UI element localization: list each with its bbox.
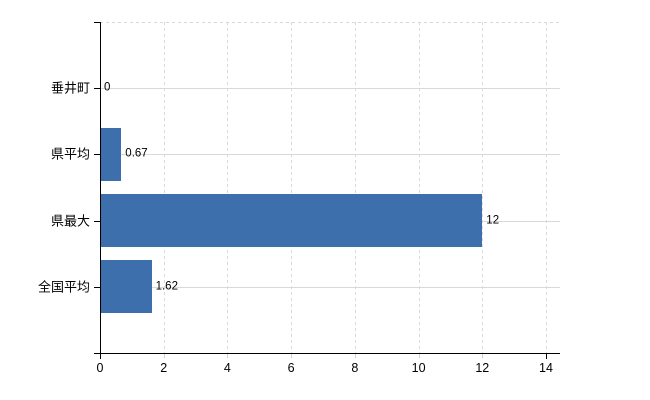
x-tick-label: 6	[287, 361, 295, 375]
gridline-horizontal	[100, 286, 560, 288]
x-axis-minor-tick	[291, 354, 293, 358]
y-axis-line	[100, 22, 101, 359]
category-label: 県平均	[50, 146, 90, 162]
bar-value-label: 1.62	[155, 280, 178, 293]
bar-value-label: 0	[104, 81, 111, 94]
category-label: 全国平均	[37, 279, 90, 295]
gridline-vertical	[291, 22, 293, 353]
x-tick-label: 2	[160, 361, 168, 375]
gridline-vertical	[227, 22, 229, 353]
category-label: 垂井町	[50, 80, 90, 96]
gridline-vertical	[482, 22, 484, 353]
category-label: 県最大	[50, 213, 90, 229]
x-axis-line	[94, 353, 560, 354]
x-tick-label: 8	[351, 361, 359, 375]
bar	[100, 260, 152, 314]
x-axis-minor-tick	[227, 354, 229, 358]
x-axis-minor-tick	[354, 354, 356, 358]
bar	[100, 194, 483, 248]
x-tick-label: 14	[539, 361, 553, 375]
gridline-vertical	[354, 22, 356, 353]
x-axis-minor-tick	[418, 354, 420, 358]
gridline-vertical	[418, 22, 420, 353]
gridline-vertical	[546, 22, 547, 353]
x-axis-minor-tick	[163, 354, 165, 358]
gridline-vertical	[163, 22, 165, 353]
bar-value-label: 12	[486, 213, 500, 226]
gridline-horizontal	[100, 88, 560, 90]
bar-value-label: 0.67	[125, 147, 148, 160]
bar	[100, 127, 122, 181]
plot-top-border	[100, 22, 560, 23]
x-tick-label: 12	[475, 361, 490, 375]
y-axis-tick	[94, 286, 100, 288]
x-tick-label: 4	[223, 361, 231, 375]
y-axis-tick	[94, 220, 100, 222]
x-tick-label: 0	[96, 361, 104, 375]
x-axis-end-tick	[546, 353, 547, 359]
y-axis-tick	[94, 88, 100, 90]
y-axis-tick	[94, 154, 100, 156]
x-axis-minor-tick	[482, 354, 484, 358]
x-tick-label: 10	[411, 361, 426, 375]
y-axis-top-tick	[94, 22, 100, 23]
gridline-horizontal	[100, 154, 560, 156]
